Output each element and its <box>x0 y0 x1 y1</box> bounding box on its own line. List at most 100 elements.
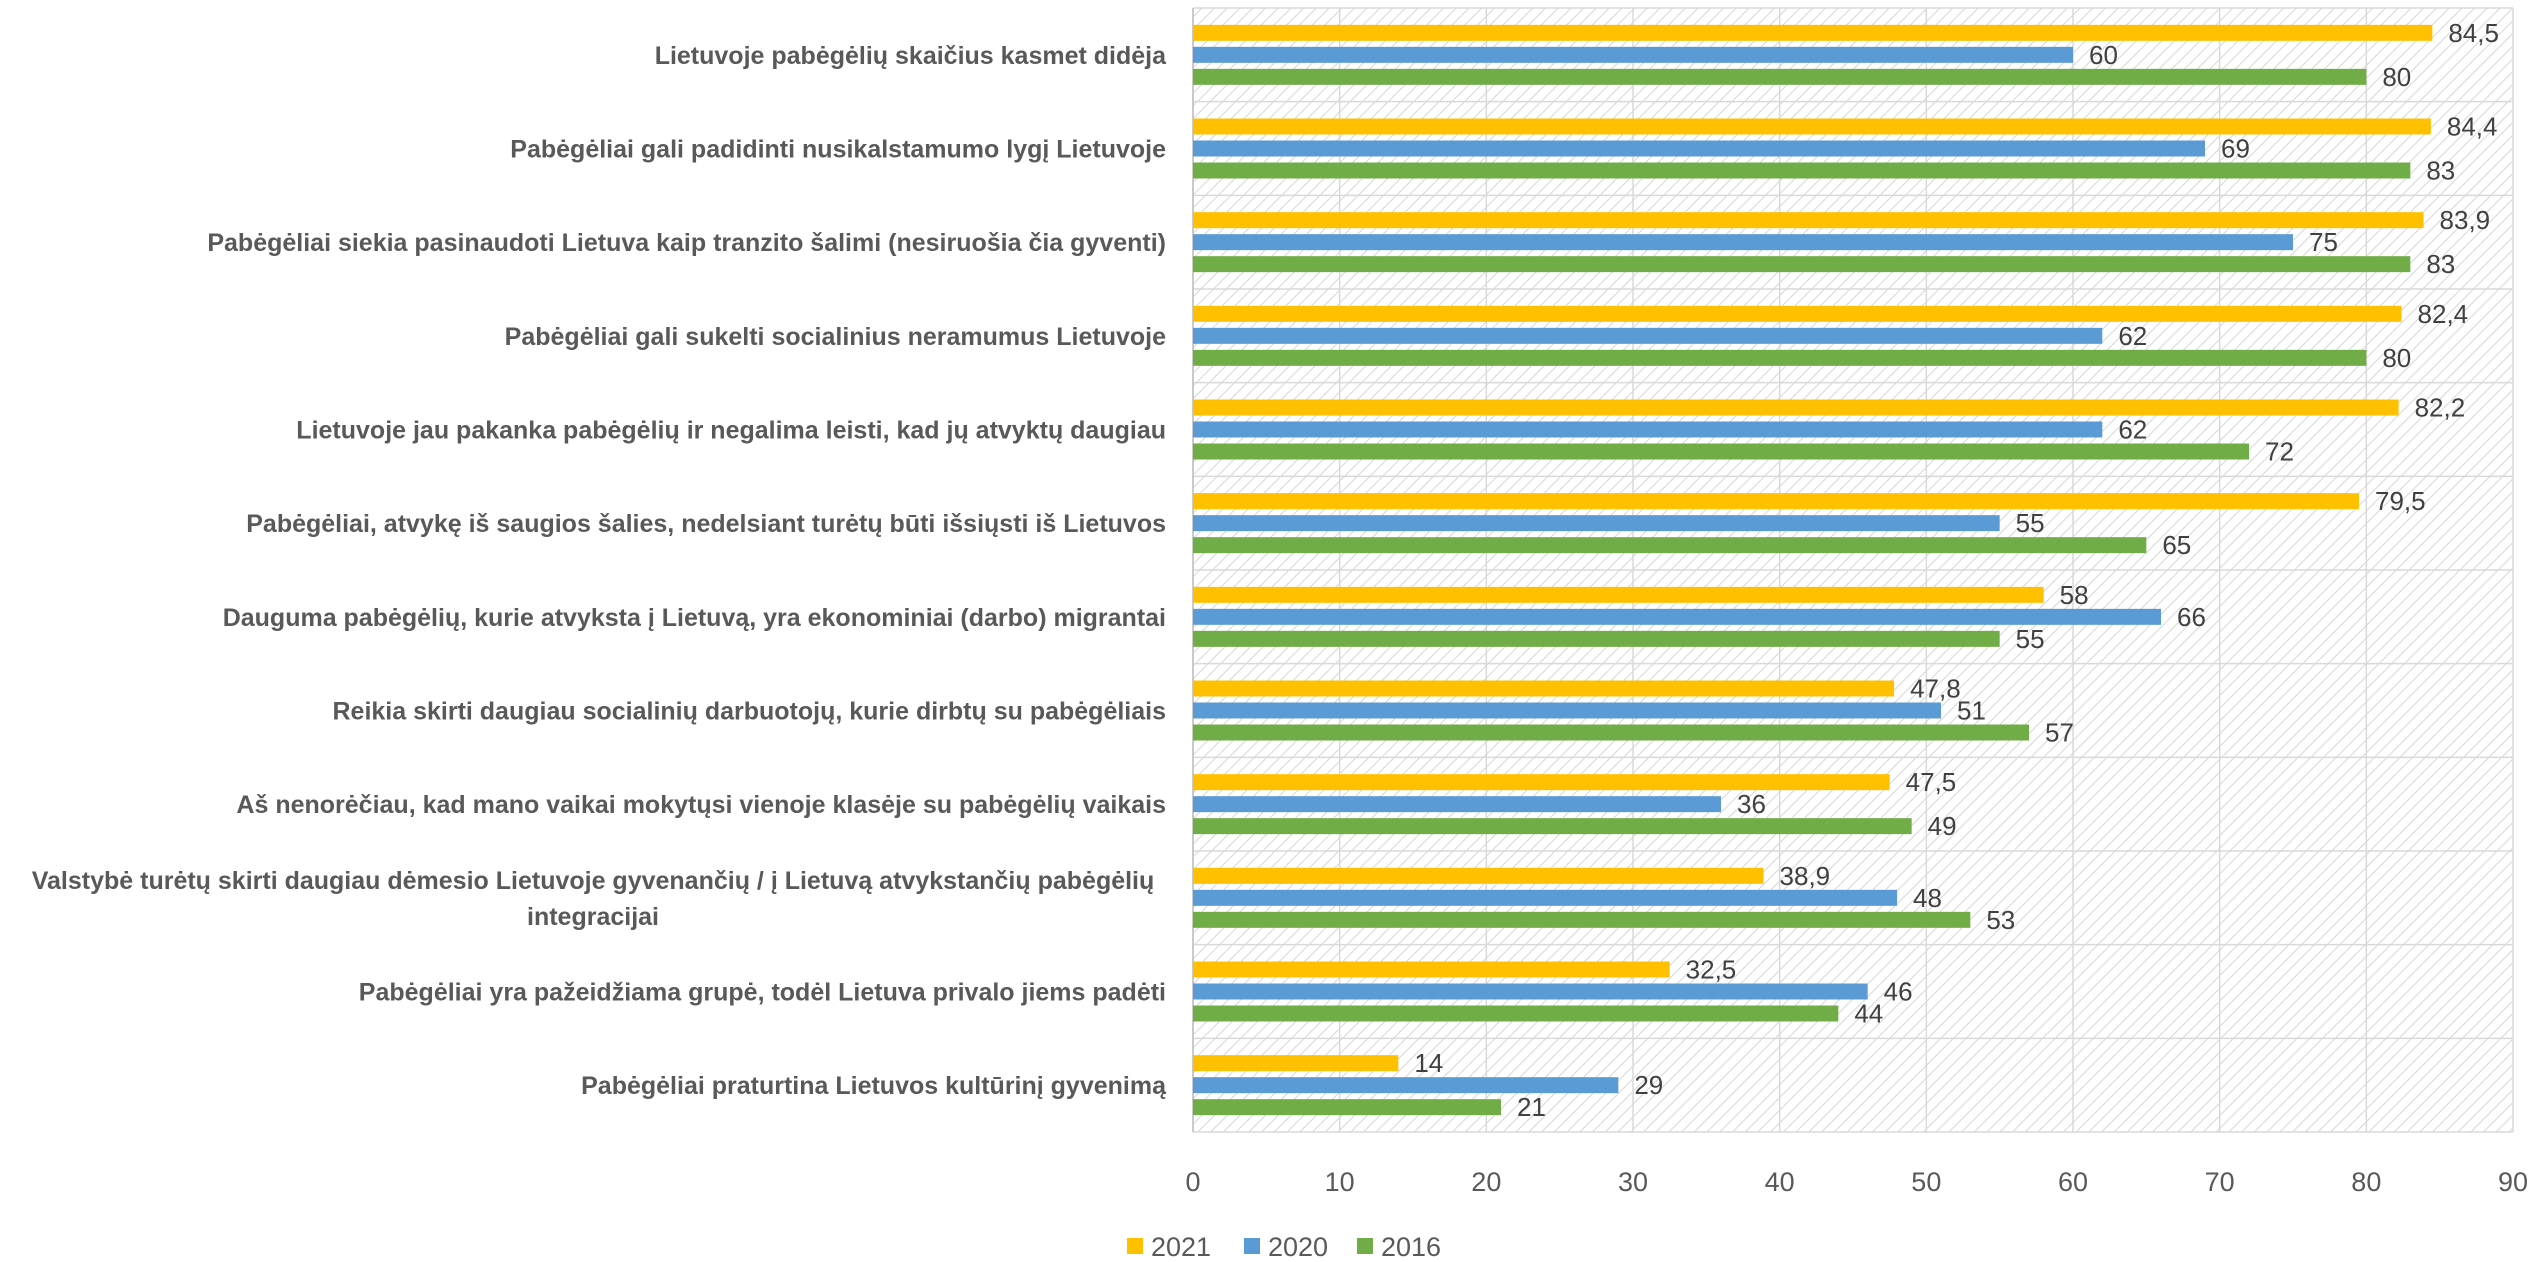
bar-2020 <box>1193 234 2293 251</box>
category-label: Lietuvoje jau pakanka pabėgėlių ir negal… <box>296 417 1166 445</box>
bar-2020 <box>1193 608 2161 625</box>
bar-2021 <box>1193 24 2433 41</box>
data-label-2021: 79,5 <box>2375 486 2426 516</box>
legend: 2021 2020 2016 <box>1127 1232 1441 1262</box>
data-label-2020: 62 <box>2118 321 2147 351</box>
data-label-2021: 82,4 <box>2418 299 2469 329</box>
data-label-2016: 57 <box>2045 718 2074 748</box>
legend-label-2016: 2016 <box>1381 1232 1441 1262</box>
bar-2021 <box>1193 961 1670 978</box>
data-label-2016: 65 <box>2162 530 2191 560</box>
bar-2016 <box>1193 724 2029 741</box>
category-label: Pabėgėliai gali padidinti nusikalstamumo… <box>510 136 1166 164</box>
category-label: Aš nenorėčiau, kad mano vaikai mokytųsi … <box>236 791 1166 819</box>
x-tick-label: 20 <box>1471 1167 1501 1197</box>
bar-2016 <box>1193 911 1971 928</box>
bars-layer <box>1193 24 2433 1116</box>
data-label-2021: 83,9 <box>2440 205 2491 235</box>
category-label: Pabėgėliai siekia pasinaudoti Lietuva ka… <box>207 229 1166 257</box>
data-label-2021: 38,9 <box>1780 861 1831 891</box>
data-label-2016: 21 <box>1517 1092 1546 1122</box>
data-label-2020: 46 <box>1884 977 1913 1007</box>
bar-2020 <box>1193 702 1941 719</box>
bar-2020 <box>1193 327 2103 344</box>
bar-2021 <box>1193 212 2424 229</box>
bar-2021 <box>1193 774 1890 791</box>
data-label-2021: 84,4 <box>2447 112 2498 142</box>
category-label: Dauguma pabėgėlių, kurie atvyksta į Liet… <box>223 604 1166 632</box>
data-label-2020: 55 <box>2016 508 2045 538</box>
data-label-2021: 58 <box>2060 580 2089 610</box>
data-label-2020: 29 <box>1634 1070 1663 1100</box>
bar-2020 <box>1193 1077 1619 1094</box>
bar-2021 <box>1193 493 2359 510</box>
category-label: Lietuvoje pabėgėlių skaičius kasmet didė… <box>655 42 1167 70</box>
bar-2016 <box>1193 537 2147 554</box>
data-label-2020: 36 <box>1737 789 1766 819</box>
data-label-2021: 82,2 <box>2415 393 2466 423</box>
data-label-2016: 83 <box>2426 249 2455 279</box>
data-label-2021: 32,5 <box>1686 955 1737 985</box>
legend-label-2020: 2020 <box>1268 1232 1328 1262</box>
x-tick-label: 10 <box>1325 1167 1355 1197</box>
data-label-2016: 53 <box>1986 905 2015 935</box>
data-label-2016: 55 <box>2016 624 2045 654</box>
legend-label-2021: 2021 <box>1151 1232 1211 1262</box>
data-label-2021: 47,5 <box>1906 767 1957 797</box>
data-label-2016: 44 <box>1854 999 1883 1029</box>
bar-2020 <box>1193 515 2000 532</box>
bar-2016 <box>1193 349 2367 366</box>
category-label: Pabėgėliai yra pažeidžiama grupė, todėl … <box>359 979 1166 1007</box>
bar-2020 <box>1193 46 2073 63</box>
bar-2016 <box>1193 68 2367 85</box>
category-labels-layer: Lietuvoje pabėgėlių skaičius kasmet didė… <box>32 42 1167 1100</box>
x-tick-label: 90 <box>2498 1167 2528 1197</box>
data-label-2020: 60 <box>2089 40 2118 70</box>
category-label: Reikia skirti daugiau socialinių darbuot… <box>332 698 1166 726</box>
data-label-2020: 48 <box>1913 883 1942 913</box>
data-label-2020: 51 <box>1957 696 1986 726</box>
bar-2016 <box>1193 818 1912 835</box>
bar-2016 <box>1193 1099 1501 1116</box>
x-tick-label: 80 <box>2351 1167 2381 1197</box>
data-label-2016: 72 <box>2265 437 2294 467</box>
x-axis: 0 10 20 30 40 50 60 70 80 90 <box>1185 1167 2528 1197</box>
data-label-2016: 80 <box>2382 343 2411 373</box>
data-label-2020: 75 <box>2309 227 2338 257</box>
bar-2020 <box>1193 796 1721 813</box>
data-label-2021: 84,5 <box>2448 18 2499 48</box>
bar-2016 <box>1193 1005 1839 1022</box>
category-label: Pabėgėliai gali sukelti socialinius nera… <box>505 323 1166 351</box>
legend-swatch-2016 <box>1357 1238 1373 1254</box>
bar-2016 <box>1193 443 2249 460</box>
category-label: Pabėgėliai, atvykę iš saugios šalies, ne… <box>246 510 1166 538</box>
bar-2020 <box>1193 889 1897 906</box>
bar-2021 <box>1193 586 2044 603</box>
bar-2016 <box>1193 162 2411 179</box>
data-label-2021: 47,8 <box>1910 674 1961 704</box>
bar-2021 <box>1193 305 2402 322</box>
x-tick-label: 0 <box>1185 1167 1200 1197</box>
x-tick-label: 30 <box>1618 1167 1648 1197</box>
data-label-2020: 69 <box>2221 134 2250 164</box>
bar-2020 <box>1193 140 2205 157</box>
data-label-2020: 66 <box>2177 602 2206 632</box>
value-labels-layer: 84,5608084,4698383,9758382,4628082,26272… <box>1414 18 2499 1122</box>
data-label-2016: 83 <box>2426 156 2455 186</box>
grid-layer <box>1192 7 2514 1133</box>
data-label-2020: 62 <box>2118 415 2147 445</box>
category-label: Pabėgėliai praturtina Lietuvos kultūrinį… <box>581 1072 1167 1100</box>
bar-2016 <box>1193 630 2000 647</box>
legend-swatch-2020 <box>1244 1238 1260 1254</box>
x-tick-label: 60 <box>2058 1167 2088 1197</box>
x-tick-label: 70 <box>2205 1167 2235 1197</box>
bar-2020 <box>1193 421 2103 438</box>
data-label-2016: 49 <box>1928 811 1957 841</box>
data-label-2016: 80 <box>2382 62 2411 92</box>
legend-swatch-2021 <box>1127 1238 1143 1254</box>
bar-2021 <box>1193 399 2399 416</box>
bar-2020 <box>1193 983 1868 1000</box>
bar-2021 <box>1193 680 1895 697</box>
bar-2016 <box>1193 256 2411 273</box>
